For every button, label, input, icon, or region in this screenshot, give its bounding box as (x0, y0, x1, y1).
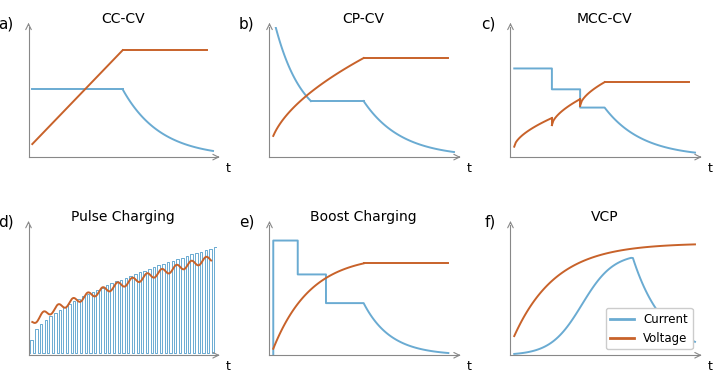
Text: a): a) (0, 16, 14, 31)
Title: Boost Charging: Boost Charging (310, 210, 417, 224)
Title: VCP: VCP (591, 210, 618, 224)
Text: c): c) (481, 16, 496, 31)
Text: f): f) (484, 214, 496, 230)
Title: CC-CV: CC-CV (101, 11, 145, 26)
Text: b): b) (239, 16, 255, 31)
Text: t: t (467, 361, 472, 374)
Text: t: t (467, 162, 472, 175)
Title: MCC-CV: MCC-CV (577, 11, 632, 26)
Legend: Current, Voltage: Current, Voltage (605, 308, 693, 350)
Title: CP-CV: CP-CV (343, 11, 384, 26)
Text: t: t (226, 162, 231, 175)
Title: Pulse Charging: Pulse Charging (71, 210, 175, 224)
Text: t: t (708, 361, 713, 374)
Text: t: t (708, 162, 713, 175)
Text: e): e) (239, 214, 255, 230)
Text: t: t (226, 361, 231, 374)
Text: d): d) (0, 214, 14, 230)
